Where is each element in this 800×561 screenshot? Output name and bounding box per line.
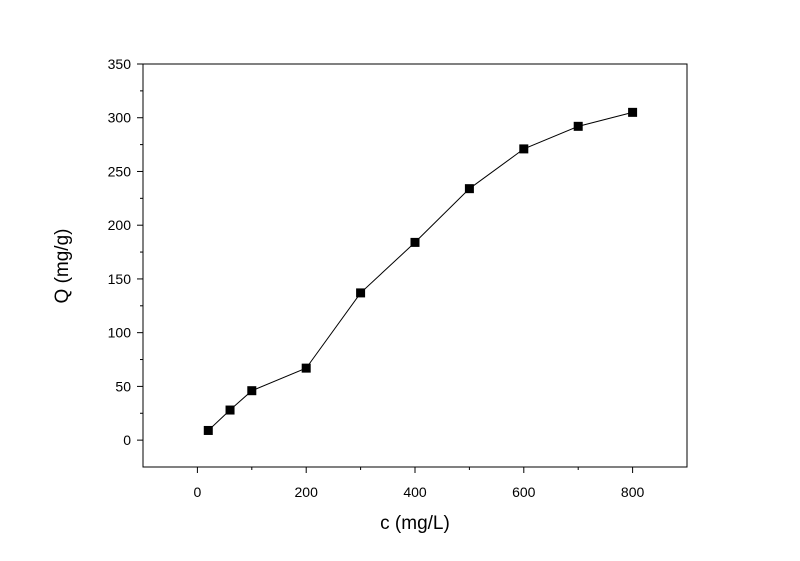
y-tick-label: 0 bbox=[123, 432, 131, 448]
y-axis-title: Q (mg/g) bbox=[52, 229, 73, 304]
data-point-marker bbox=[628, 107, 638, 117]
y-tick-label: 150 bbox=[108, 271, 132, 287]
data-point-marker bbox=[225, 405, 235, 415]
y-tick-label: 200 bbox=[108, 217, 132, 233]
x-axis-title: c (mg/L) bbox=[380, 513, 450, 534]
data-point-marker bbox=[573, 121, 583, 131]
x-tick-label: 600 bbox=[512, 484, 536, 500]
x-tick-label: 0 bbox=[194, 484, 202, 500]
x-tick-label: 200 bbox=[295, 484, 319, 500]
y-tick-label: 300 bbox=[108, 110, 132, 126]
x-tick-label: 400 bbox=[403, 484, 427, 500]
y-tick-label: 250 bbox=[108, 163, 132, 179]
plot-frame bbox=[142, 63, 688, 468]
series-group bbox=[203, 107, 638, 435]
data-point-marker bbox=[247, 386, 257, 396]
data-point-marker bbox=[464, 184, 474, 194]
y-tick-label: 100 bbox=[108, 325, 132, 341]
y-tick-label: 50 bbox=[115, 378, 131, 394]
axis-ticks bbox=[137, 63, 634, 473]
y-tick-label: 350 bbox=[108, 56, 132, 72]
series-line bbox=[207, 111, 633, 431]
data-point-marker bbox=[203, 425, 213, 435]
data-point-marker bbox=[356, 288, 366, 298]
data-point-marker bbox=[410, 237, 420, 247]
data-point-marker bbox=[301, 363, 311, 373]
x-tick-label: 800 bbox=[621, 484, 645, 500]
data-point-marker bbox=[519, 144, 529, 154]
tick-labels: 0 200 400 600 800 0 50 100 150 200 250 300 350 bbox=[108, 56, 645, 500]
